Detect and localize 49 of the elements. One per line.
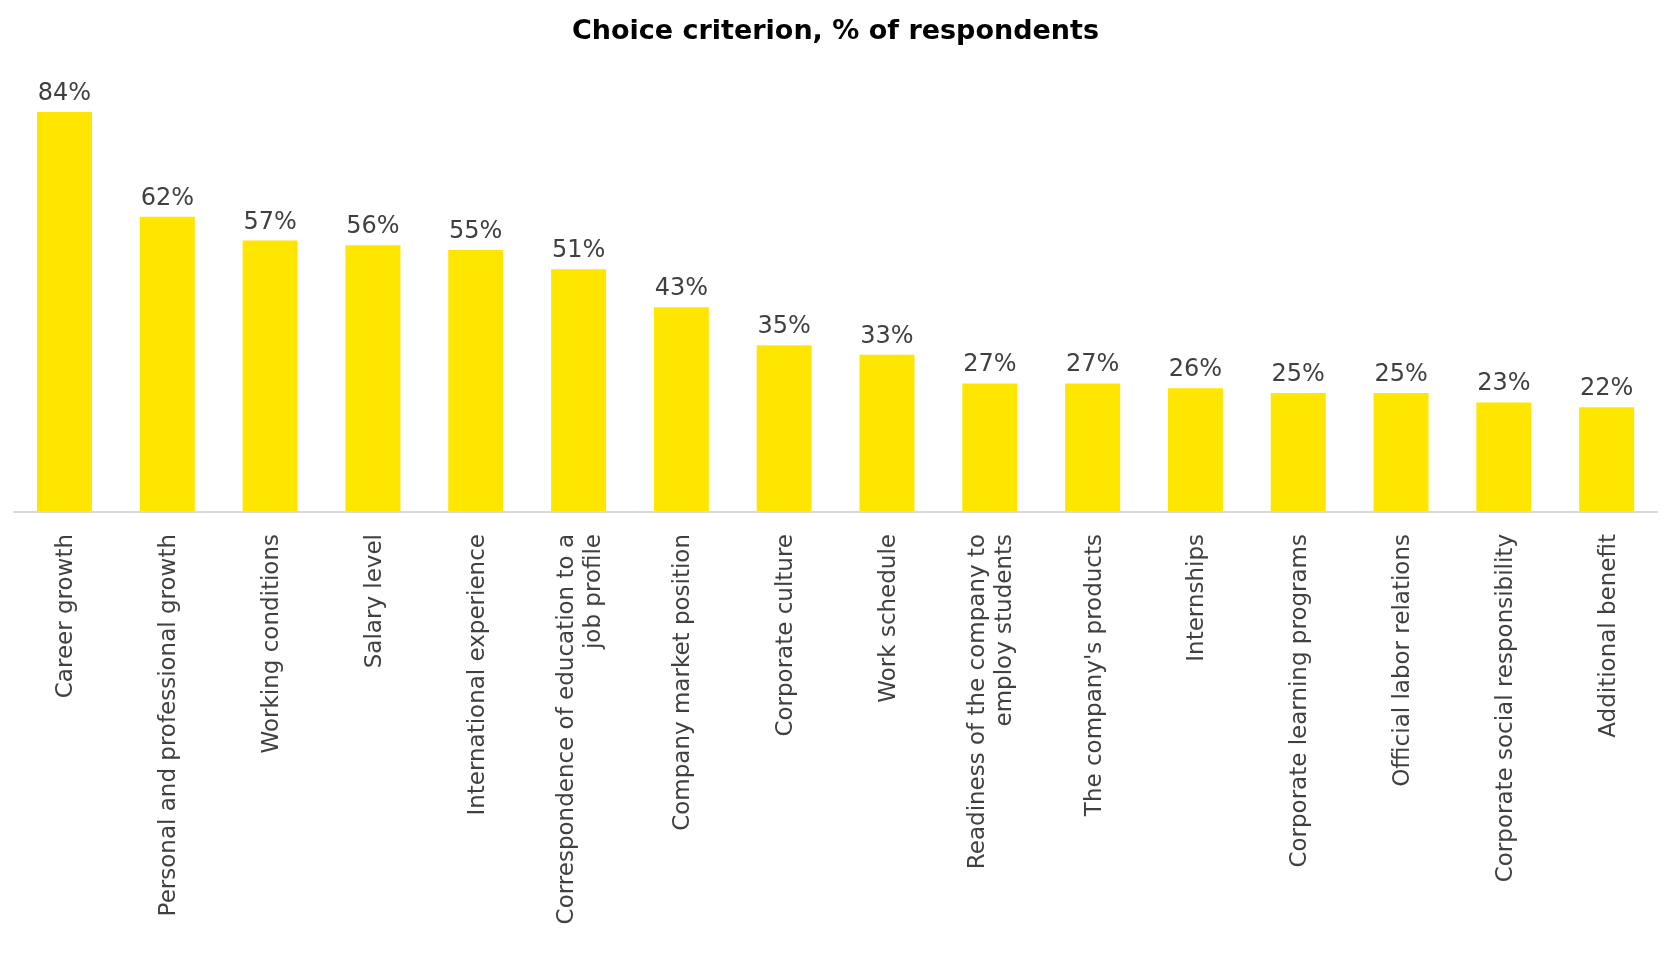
bar	[756, 345, 812, 512]
data-label: 26%	[1168, 354, 1223, 383]
data-label: 57%	[243, 206, 297, 235]
data-label: 23%	[1477, 368, 1531, 397]
x-tick-label: Correspondence of education to a job profile	[551, 534, 605, 925]
bar	[1373, 392, 1429, 512]
x-tick-label: Official labor relations	[1387, 534, 1414, 787]
data-label: 43%	[654, 273, 709, 302]
bar	[1476, 402, 1532, 512]
data-label: 25%	[1271, 358, 1325, 387]
bar	[1579, 407, 1635, 512]
chart-title: Choice criterion, % of respondents	[570, 13, 1101, 47]
data-label: 22%	[1580, 373, 1634, 402]
x-tick-label: Readiness of the company to employ students	[963, 534, 1017, 870]
data-label: 56%	[346, 211, 400, 240]
data-label: 84%	[37, 78, 92, 106]
bar	[1270, 392, 1326, 512]
bar	[37, 112, 92, 512]
data-label: 62%	[140, 182, 194, 211]
x-tick-label: The company's products	[1079, 534, 1106, 818]
x-tick-label: Additional benefit	[1593, 534, 1620, 738]
data-label: 33%	[860, 320, 914, 349]
x-tick-label: Work schedule	[873, 534, 900, 703]
x-tick-label: Career growth	[51, 534, 78, 699]
x-tick-label: International experience	[462, 534, 489, 816]
x-tick-label: Corporate culture	[771, 534, 798, 737]
bar	[448, 250, 504, 512]
data-label: 25%	[1374, 358, 1428, 387]
bar	[242, 240, 298, 512]
x-tick-label: Personal and professional growth	[154, 534, 181, 917]
x-tick-label: Salary level	[359, 534, 386, 669]
bar	[653, 307, 709, 512]
x-tick-label: Internships	[1182, 534, 1209, 662]
bar	[859, 354, 915, 512]
bar	[139, 216, 195, 512]
data-label: 55%	[449, 216, 503, 245]
x-tick-label: Company market position	[668, 534, 695, 831]
bar	[551, 269, 607, 512]
x-tick-label: Working conditions	[257, 534, 284, 754]
x-tick-label: Corporate learning programs	[1285, 534, 1312, 868]
bar	[962, 383, 1018, 512]
x-tick-label: Corporate social responsibility	[1490, 534, 1517, 883]
data-label: 35%	[757, 311, 811, 340]
data-label: 51%	[551, 235, 606, 264]
bar	[1065, 383, 1121, 512]
data-label: 27%	[963, 349, 1017, 378]
bar	[345, 245, 401, 512]
bar	[1167, 388, 1223, 512]
data-label: 27%	[1065, 349, 1120, 378]
